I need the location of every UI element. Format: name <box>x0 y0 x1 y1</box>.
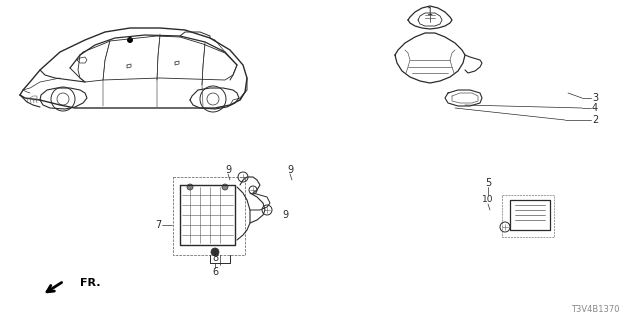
Text: T3V4B1370: T3V4B1370 <box>572 306 620 315</box>
Text: 1: 1 <box>427 7 433 17</box>
Text: 7: 7 <box>155 220 161 230</box>
Circle shape <box>127 37 133 43</box>
Text: 8: 8 <box>212 253 218 263</box>
Bar <box>173 177 245 255</box>
Circle shape <box>222 184 228 190</box>
Text: 3: 3 <box>592 93 598 103</box>
Text: 4: 4 <box>592 103 598 113</box>
Text: 2: 2 <box>592 115 598 125</box>
Text: 5: 5 <box>485 178 491 188</box>
Text: FR.: FR. <box>80 278 100 288</box>
Text: 9: 9 <box>287 165 293 175</box>
Text: 9: 9 <box>225 165 231 175</box>
Bar <box>502 195 554 237</box>
Text: 9: 9 <box>282 210 288 220</box>
Text: 10: 10 <box>483 196 493 204</box>
Circle shape <box>211 248 219 256</box>
Text: 6: 6 <box>212 267 218 277</box>
Circle shape <box>187 184 193 190</box>
